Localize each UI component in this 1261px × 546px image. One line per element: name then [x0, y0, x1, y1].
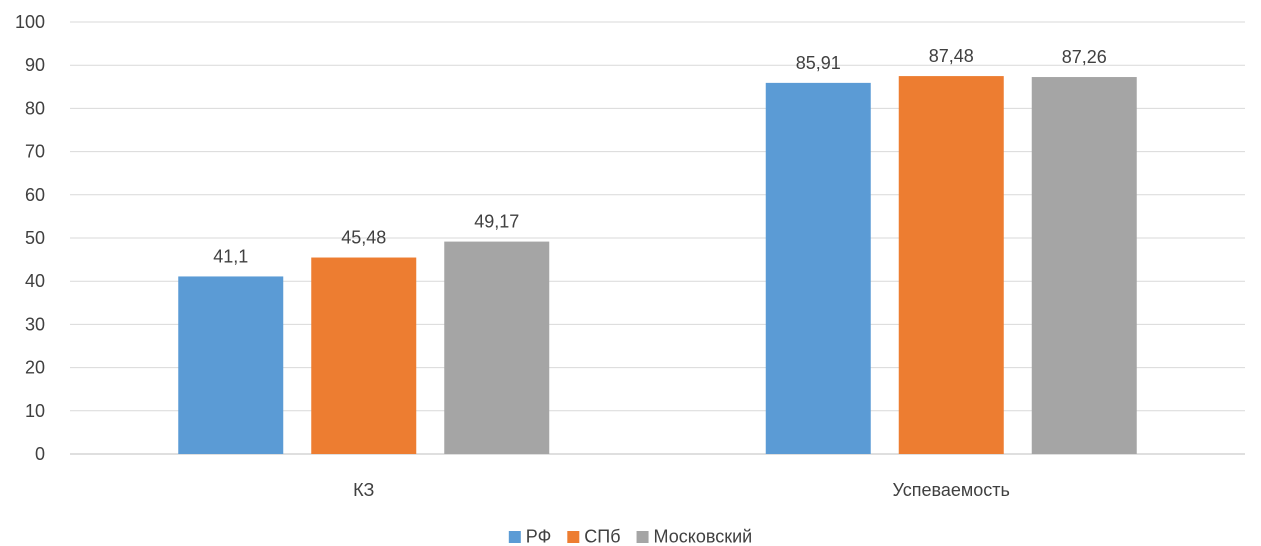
bar — [311, 257, 417, 454]
legend-label: РФ — [526, 527, 552, 546]
data-label: 85,91 — [796, 53, 841, 73]
y-axis: 0 10 20 30 40 50 60 70 80 90 100 — [15, 12, 45, 464]
x-category-label: Успеваемость — [893, 480, 1010, 500]
y-tick-label: 100 — [15, 12, 45, 32]
bar — [1031, 77, 1137, 454]
y-tick-label: 60 — [25, 185, 45, 205]
legend-item: Московский — [636, 527, 753, 546]
y-tick-label: 40 — [25, 271, 45, 291]
data-label: 87,26 — [1062, 47, 1107, 67]
legend-label: Московский — [654, 527, 753, 546]
x-category-label: КЗ — [353, 480, 374, 500]
y-tick-label: 10 — [25, 401, 45, 421]
y-tick-label: 30 — [25, 314, 45, 334]
y-tick-label: 0 — [35, 444, 45, 464]
bar — [444, 241, 550, 454]
y-tick-label: 70 — [25, 142, 45, 162]
data-label: 41,1 — [213, 246, 248, 266]
legend: РФ СПб Московский — [508, 527, 753, 546]
data-labels: 41,1 45,48 49,17 85,91 87,48 87,26 — [213, 46, 1107, 266]
y-tick-label: 20 — [25, 358, 45, 378]
data-label: 45,48 — [341, 228, 386, 248]
bar — [898, 76, 1004, 455]
legend-swatch — [636, 531, 649, 543]
x-axis: КЗ Успеваемость — [353, 480, 1010, 500]
y-tick-label: 50 — [25, 228, 45, 248]
legend-item: СПб — [567, 527, 621, 546]
legend-label: СПб — [584, 527, 620, 546]
data-label: 49,17 — [474, 212, 519, 232]
bar — [178, 276, 284, 454]
y-tick-label: 80 — [25, 98, 45, 118]
legend-swatch — [567, 531, 580, 543]
data-label: 87,48 — [929, 46, 974, 66]
legend-item: РФ — [508, 527, 552, 546]
legend-swatch — [508, 531, 521, 543]
y-tick-label: 90 — [25, 55, 45, 75]
bars — [178, 76, 1137, 455]
bar — [765, 82, 871, 454]
